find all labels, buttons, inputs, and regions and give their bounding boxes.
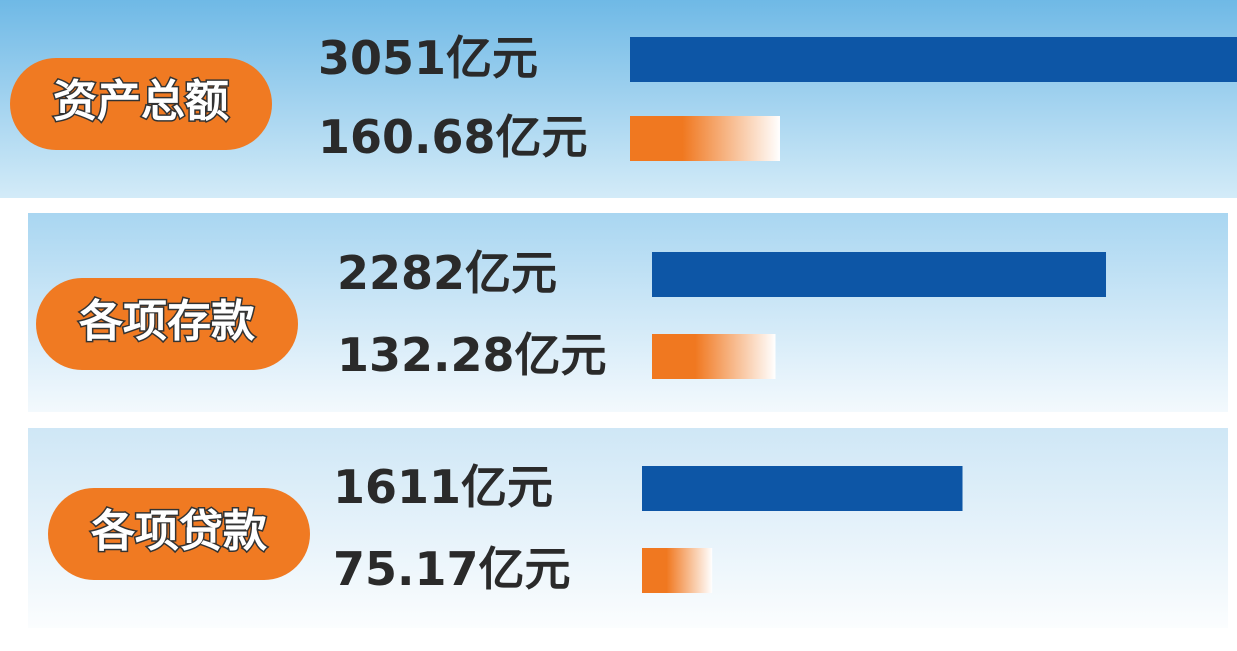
- value-label: 160.68亿元: [318, 110, 588, 164]
- bar: [630, 116, 780, 161]
- bar: [642, 548, 713, 593]
- category-pill: [36, 278, 298, 370]
- bar: [652, 334, 776, 379]
- category-label: 资产总额: [53, 76, 229, 127]
- category-pill: [48, 488, 310, 580]
- value-label: 1611亿元: [333, 460, 553, 514]
- value-label: 132.28亿元: [337, 328, 607, 382]
- value-label: 3051亿元: [318, 31, 538, 85]
- category-label: 各项存款: [79, 296, 255, 347]
- category-pill: [10, 58, 272, 150]
- value-label: 2282亿元: [337, 246, 557, 300]
- bar: [652, 252, 1107, 297]
- bar: [642, 466, 963, 511]
- bar: [630, 37, 1237, 82]
- value-label: 75.17亿元: [333, 542, 571, 596]
- category-label: 各项贷款: [91, 506, 267, 557]
